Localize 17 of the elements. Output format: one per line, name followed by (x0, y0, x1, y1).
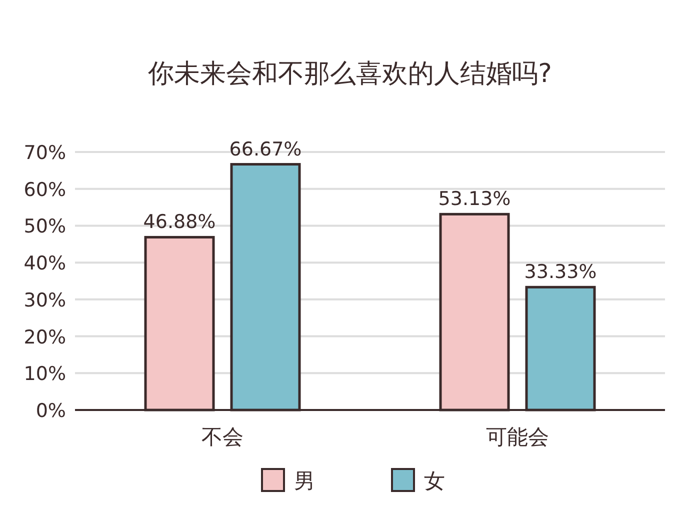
y-tick-label: 0% (36, 400, 66, 422)
data-label: 46.88% (143, 211, 216, 234)
x-tick-label: 不会 (202, 425, 244, 449)
y-tick-label: 70% (24, 142, 66, 164)
y-tick-label: 40% (24, 252, 66, 275)
data-label: 53.13% (438, 188, 511, 210)
y-tick-label: 10% (24, 363, 66, 386)
y-tick-label: 60% (24, 178, 66, 201)
chart-title: 你未来会和不那么喜欢的人结婚吗? (147, 59, 552, 89)
data-label: 66.67% (229, 138, 302, 160)
legend-label: 男 (294, 469, 315, 493)
y-tick-label: 30% (24, 289, 66, 312)
y-tick-label: 50% (24, 216, 66, 238)
legend-label: 女 (424, 469, 445, 493)
y-tick-label: 20% (24, 326, 66, 348)
x-tick-label: 可能会 (486, 425, 549, 449)
data-label: 33.33% (524, 261, 597, 284)
